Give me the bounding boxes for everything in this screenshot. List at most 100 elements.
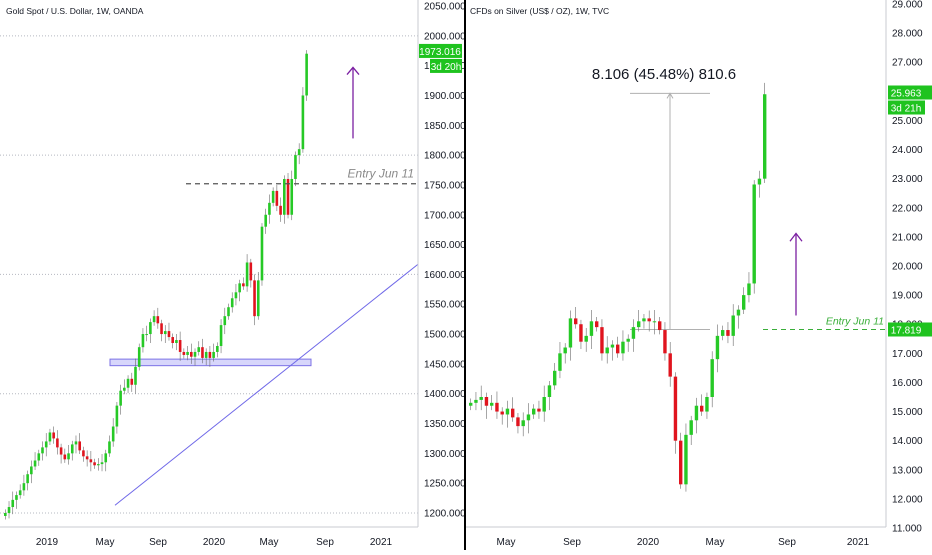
gold-candle <box>186 351 189 355</box>
silver-candle <box>763 94 767 179</box>
silver-candle <box>574 318 578 325</box>
silver-price-axis[interactable]: 11.000 12.000 13.000 14.000 15.000 16.000 17.0… <box>885 0 923 535</box>
silver-candle <box>584 335 588 342</box>
silver-entry-label: Entry Jun 11 <box>826 315 884 327</box>
silver-candle <box>521 420 525 427</box>
silver-candle <box>747 283 751 296</box>
gold-y-tick: 1400.000 <box>424 389 466 400</box>
silver-y-tick: 12.000 <box>892 494 923 505</box>
silver-y-tick: 21.000 <box>892 232 923 243</box>
gold-candle <box>234 292 238 299</box>
silver-candle <box>474 399 478 403</box>
gold-candle <box>152 316 156 323</box>
gold-time-axis[interactable]: 2019 May Sep 2020 May Sep 2021 <box>0 526 418 548</box>
gold-candle <box>149 322 152 335</box>
gold-candle <box>15 495 18 500</box>
silver-chart-panel[interactable]: 8.106 (45.48%) 810.6 Entry Jun 11 11.000… <box>466 0 932 550</box>
gold-candle <box>85 456 89 460</box>
silver-chart-svg[interactable]: 8.106 (45.48%) 810.6 Entry Jun 11 11.000… <box>466 0 932 550</box>
silver-x-tick: May <box>497 537 516 548</box>
gold-candle <box>44 441 48 448</box>
silver-candle <box>532 408 536 415</box>
gold-y-tick: 1600.000 <box>424 270 466 281</box>
gold-candle <box>297 149 301 156</box>
silver-y-tick: 16.000 <box>892 378 923 389</box>
gold-candle <box>193 351 197 357</box>
silver-measure-arrowhead <box>666 92 674 99</box>
gold-y-tick: 2000.000 <box>424 31 466 42</box>
gold-candle <box>286 178 290 215</box>
silver-arrow-head <box>789 232 803 242</box>
gold-candle <box>48 432 52 442</box>
silver-countdown-tag <box>888 100 925 115</box>
silver-measure-group: 8.106 (45.48%) 810.6 <box>592 66 736 330</box>
silver-y-tick: 17.000 <box>892 349 923 360</box>
silver-candle <box>621 341 625 354</box>
gold-y-tick: 1700.000 <box>424 210 466 221</box>
gold-chart-svg[interactable]: Entry Jun 11 1200.000 1250.000 1300.000 135… <box>0 0 466 550</box>
gold-last-price-tag <box>419 43 462 58</box>
gold-candle <box>123 387 126 391</box>
gold-candle <box>245 262 249 287</box>
gold-candle <box>93 462 96 466</box>
gold-candle <box>230 298 234 308</box>
gold-candle <box>126 378 130 388</box>
gold-candle <box>219 325 223 346</box>
silver-time-axis[interactable]: May Sep 2020 May Sep 2021 <box>466 526 886 548</box>
gold-candle <box>141 334 145 348</box>
gold-candle <box>30 466 33 475</box>
silver-arrow-group <box>789 232 803 316</box>
silver-candle <box>726 330 730 336</box>
gold-y-tick: 1850.000 <box>424 121 466 132</box>
silver-candle <box>558 353 562 371</box>
gold-candle <box>82 450 85 457</box>
gold-x-tick: 2020 <box>203 537 226 548</box>
silver-candle <box>673 376 678 441</box>
gold-candle <box>134 366 137 385</box>
gold-candle <box>163 331 167 335</box>
silver-candle <box>647 318 651 322</box>
gold-candle <box>204 351 208 358</box>
silver-entry-price: 17.819 <box>891 325 922 336</box>
silver-y-tick: 13.000 <box>892 465 923 476</box>
silver-candle <box>605 347 609 354</box>
silver-candle <box>652 321 657 323</box>
silver-entry-group: Entry Jun 11 <box>763 315 886 330</box>
gold-price-axis[interactable]: 1200.000 1250.000 1300.000 1350.000 1400.000… <box>417 0 466 527</box>
gold-candle <box>279 205 282 215</box>
silver-candle <box>757 178 762 185</box>
silver-candle <box>626 338 630 342</box>
silver-x-tick: 2020 <box>637 537 660 548</box>
silver-candle <box>642 318 646 322</box>
gold-candle <box>78 441 81 451</box>
gold-candle <box>37 453 41 461</box>
gold-support-zone <box>109 358 312 367</box>
silver-countdown: 3d 21h <box>891 103 922 114</box>
gold-candle <box>67 453 70 460</box>
silver-candle <box>631 327 636 339</box>
silver-candle <box>479 397 483 400</box>
gold-candle <box>275 190 279 206</box>
gold-candle <box>4 513 7 516</box>
gold-candle <box>74 441 78 445</box>
gold-candle <box>7 507 11 513</box>
gold-candle <box>104 453 108 463</box>
gold-candle <box>89 459 93 463</box>
gold-trendline-group <box>114 263 419 506</box>
silver-candle <box>537 408 541 412</box>
gold-candle <box>26 474 29 484</box>
gold-candle <box>119 390 122 406</box>
silver-y-tick: 14.000 <box>892 436 923 447</box>
gold-candle <box>294 155 297 179</box>
silver-candle <box>705 397 709 412</box>
gold-candle <box>70 444 74 454</box>
silver-candle <box>616 344 620 354</box>
gold-chart-panel[interactable]: Entry Jun 11 1200.000 1250.000 1300.000 135… <box>0 0 466 550</box>
gold-y-tick: 1300.000 <box>424 449 466 460</box>
silver-x-tick: 2021 <box>847 537 870 548</box>
gold-y-tick: 1900.000 <box>424 91 466 102</box>
gold-candle <box>130 378 134 385</box>
silver-y-tick: 28.000 <box>892 29 923 40</box>
gold-support-zone-group <box>109 358 312 367</box>
gold-candle <box>283 178 286 215</box>
